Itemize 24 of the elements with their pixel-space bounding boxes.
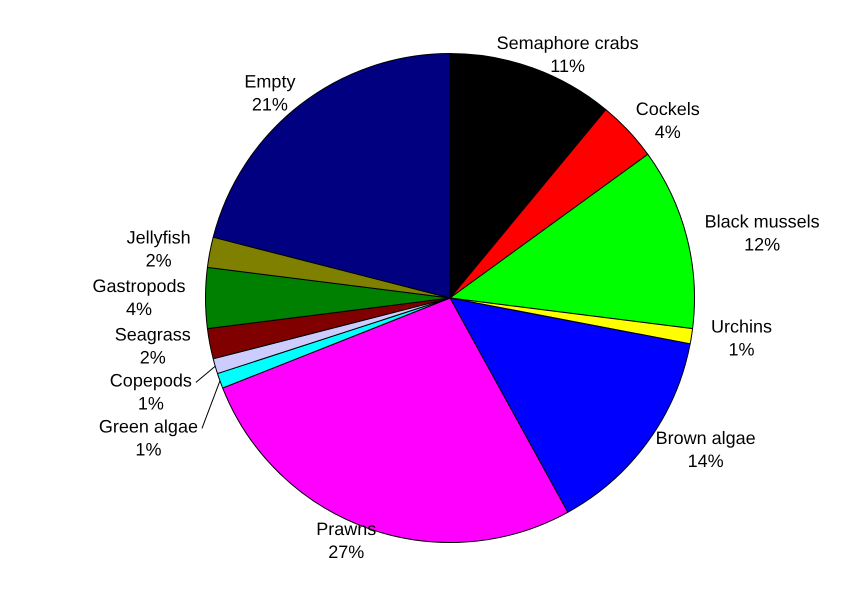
slice-label: Semaphore crabs: [496, 32, 639, 53]
slice-label: Urchins: [710, 316, 772, 336]
data-label: 1%: [138, 393, 164, 414]
data-label: 1%: [135, 439, 162, 460]
slice-label: Seagrass: [114, 324, 191, 344]
data-label: 11%: [550, 56, 585, 76]
data-label: 27%: [328, 542, 364, 562]
data-label: 2%: [146, 250, 172, 271]
slice-label: Green algae: [98, 416, 198, 436]
data-label: 12%: [744, 234, 780, 255]
slice-label: Black mussels: [704, 212, 820, 232]
slice-label: Empty: [244, 72, 296, 92]
slice-label: Prawns: [316, 519, 376, 540]
slice-label: Copepods: [110, 370, 192, 390]
slice-label: Jellyfish: [126, 228, 191, 248]
data-label: 2%: [140, 347, 166, 368]
data-label: 21%: [252, 94, 288, 115]
data-label: 14%: [688, 450, 724, 471]
slice-label: Cockels: [636, 99, 700, 120]
data-label: 4%: [126, 298, 152, 319]
slice-label: Gastropods: [92, 276, 186, 296]
data-label: 4%: [654, 122, 681, 142]
data-label: 1%: [728, 339, 754, 360]
slice-label: Brown algae: [656, 428, 756, 448]
